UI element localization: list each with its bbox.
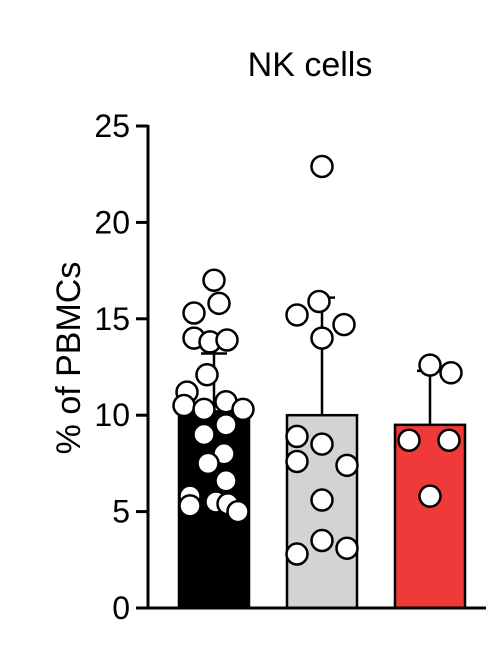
data-point (310, 528, 334, 553)
data-point (178, 494, 202, 518)
data-point (437, 428, 461, 453)
data-point (196, 451, 220, 476)
data-point (310, 326, 334, 350)
data-point (307, 289, 331, 314)
data-point (192, 422, 216, 447)
y-tick-label: 5 (112, 494, 130, 530)
data-point (202, 268, 226, 292)
data-point (285, 542, 309, 566)
y-tick-label: 10 (94, 397, 130, 433)
data-point (310, 488, 334, 512)
data-point (332, 312, 356, 337)
data-point (172, 393, 196, 418)
y-tick-label: 15 (94, 301, 130, 337)
y-tick-label: 25 (94, 108, 130, 144)
data-point (215, 328, 239, 352)
data-point (207, 291, 231, 316)
data-point (182, 301, 206, 325)
data-point (418, 353, 442, 377)
data-point (285, 424, 309, 449)
y-ticks: 0 5 10 15 20 25 (94, 108, 148, 626)
chart-title: NK cells (248, 46, 373, 84)
data-point (397, 428, 421, 453)
data-point (231, 397, 255, 422)
y-tick-label: 20 (94, 204, 130, 240)
y-tick-label: 0 (112, 590, 130, 626)
data-point (285, 303, 309, 327)
y-axis-label: % of PBMCs (50, 262, 88, 455)
data-point (214, 413, 238, 437)
data-point (335, 536, 359, 560)
bar-3 (393, 423, 467, 610)
data-point (335, 453, 359, 478)
data-point (285, 449, 309, 474)
data-point (195, 362, 219, 387)
data-point (226, 499, 250, 524)
data-point (418, 484, 442, 508)
data-point (310, 432, 334, 456)
data-point (310, 154, 334, 179)
data-point (214, 469, 238, 493)
points-layer (172, 154, 463, 566)
data-point (192, 397, 216, 422)
data-point (439, 361, 463, 385)
